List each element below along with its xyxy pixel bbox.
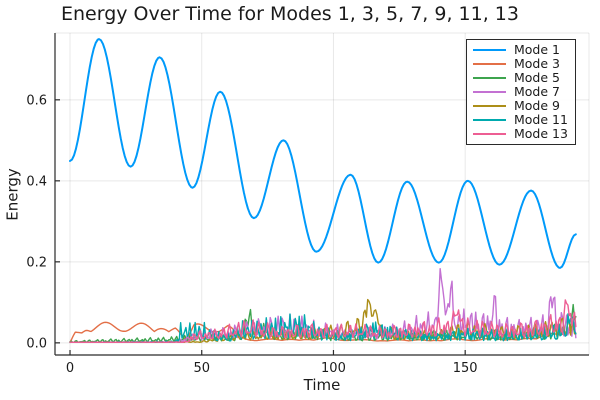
y-tick-label-0.4: 0.4 xyxy=(26,174,47,189)
x-tick-label-0: 0 xyxy=(66,361,74,376)
x-tick-label-50: 50 xyxy=(193,361,210,376)
legend-label-mode-13: Mode 13 xyxy=(514,125,568,141)
series-line-mode-1 xyxy=(69,38,577,269)
legend-entry-mode-11: Mode 11 xyxy=(473,111,573,127)
legend-entry-mode-9: Mode 9 xyxy=(473,97,573,113)
legend-label-mode-1: Mode 1 xyxy=(514,41,560,57)
legend-entry-mode-3: Mode 3 xyxy=(473,55,573,71)
legend-entry-mode-1: Mode 1 xyxy=(473,41,573,57)
chart-title: Energy Over Time for Modes 1, 3, 5, 7, 9… xyxy=(61,3,519,25)
series-line-mode-5 xyxy=(69,303,577,343)
y-tick-label-0.2: 0.2 xyxy=(26,255,47,270)
legend-entry-mode-13: Mode 13 xyxy=(473,125,573,141)
y-tick-label-0.0: 0.0 xyxy=(26,336,47,351)
x-tick-label-150: 150 xyxy=(453,361,478,376)
legend-label-mode-11: Mode 11 xyxy=(514,111,568,127)
series-group xyxy=(69,38,577,343)
legend-label-mode-5: Mode 5 xyxy=(514,69,560,85)
legend-label-mode-3: Mode 3 xyxy=(514,55,560,71)
legend-swatch-mode-1 xyxy=(473,49,506,51)
legend-label-mode-7: Mode 7 xyxy=(514,83,560,99)
legend-swatch-mode-5 xyxy=(473,77,506,79)
x-tick-label-100: 100 xyxy=(321,361,346,376)
legend-swatch-mode-7 xyxy=(473,91,506,93)
legend-swatch-mode-11 xyxy=(473,119,506,121)
x-axis-label: Time xyxy=(303,376,341,394)
legend-entry-mode-7: Mode 7 xyxy=(473,83,573,99)
y-tick-label-0.6: 0.6 xyxy=(26,93,47,108)
legend-swatch-mode-9 xyxy=(473,105,506,107)
legend-swatch-mode-3 xyxy=(473,63,506,65)
legend-entry-mode-5: Mode 5 xyxy=(473,69,573,85)
legend-label-mode-9: Mode 9 xyxy=(514,97,560,113)
y-axis-label: Energy xyxy=(3,168,22,221)
legend: Mode 1 Mode 3 Mode 5 Mode 7 Mode 9 Mode 11 Mod… xyxy=(466,39,576,145)
legend-swatch-mode-13 xyxy=(473,133,506,135)
series-line-mode-13 xyxy=(69,299,577,343)
